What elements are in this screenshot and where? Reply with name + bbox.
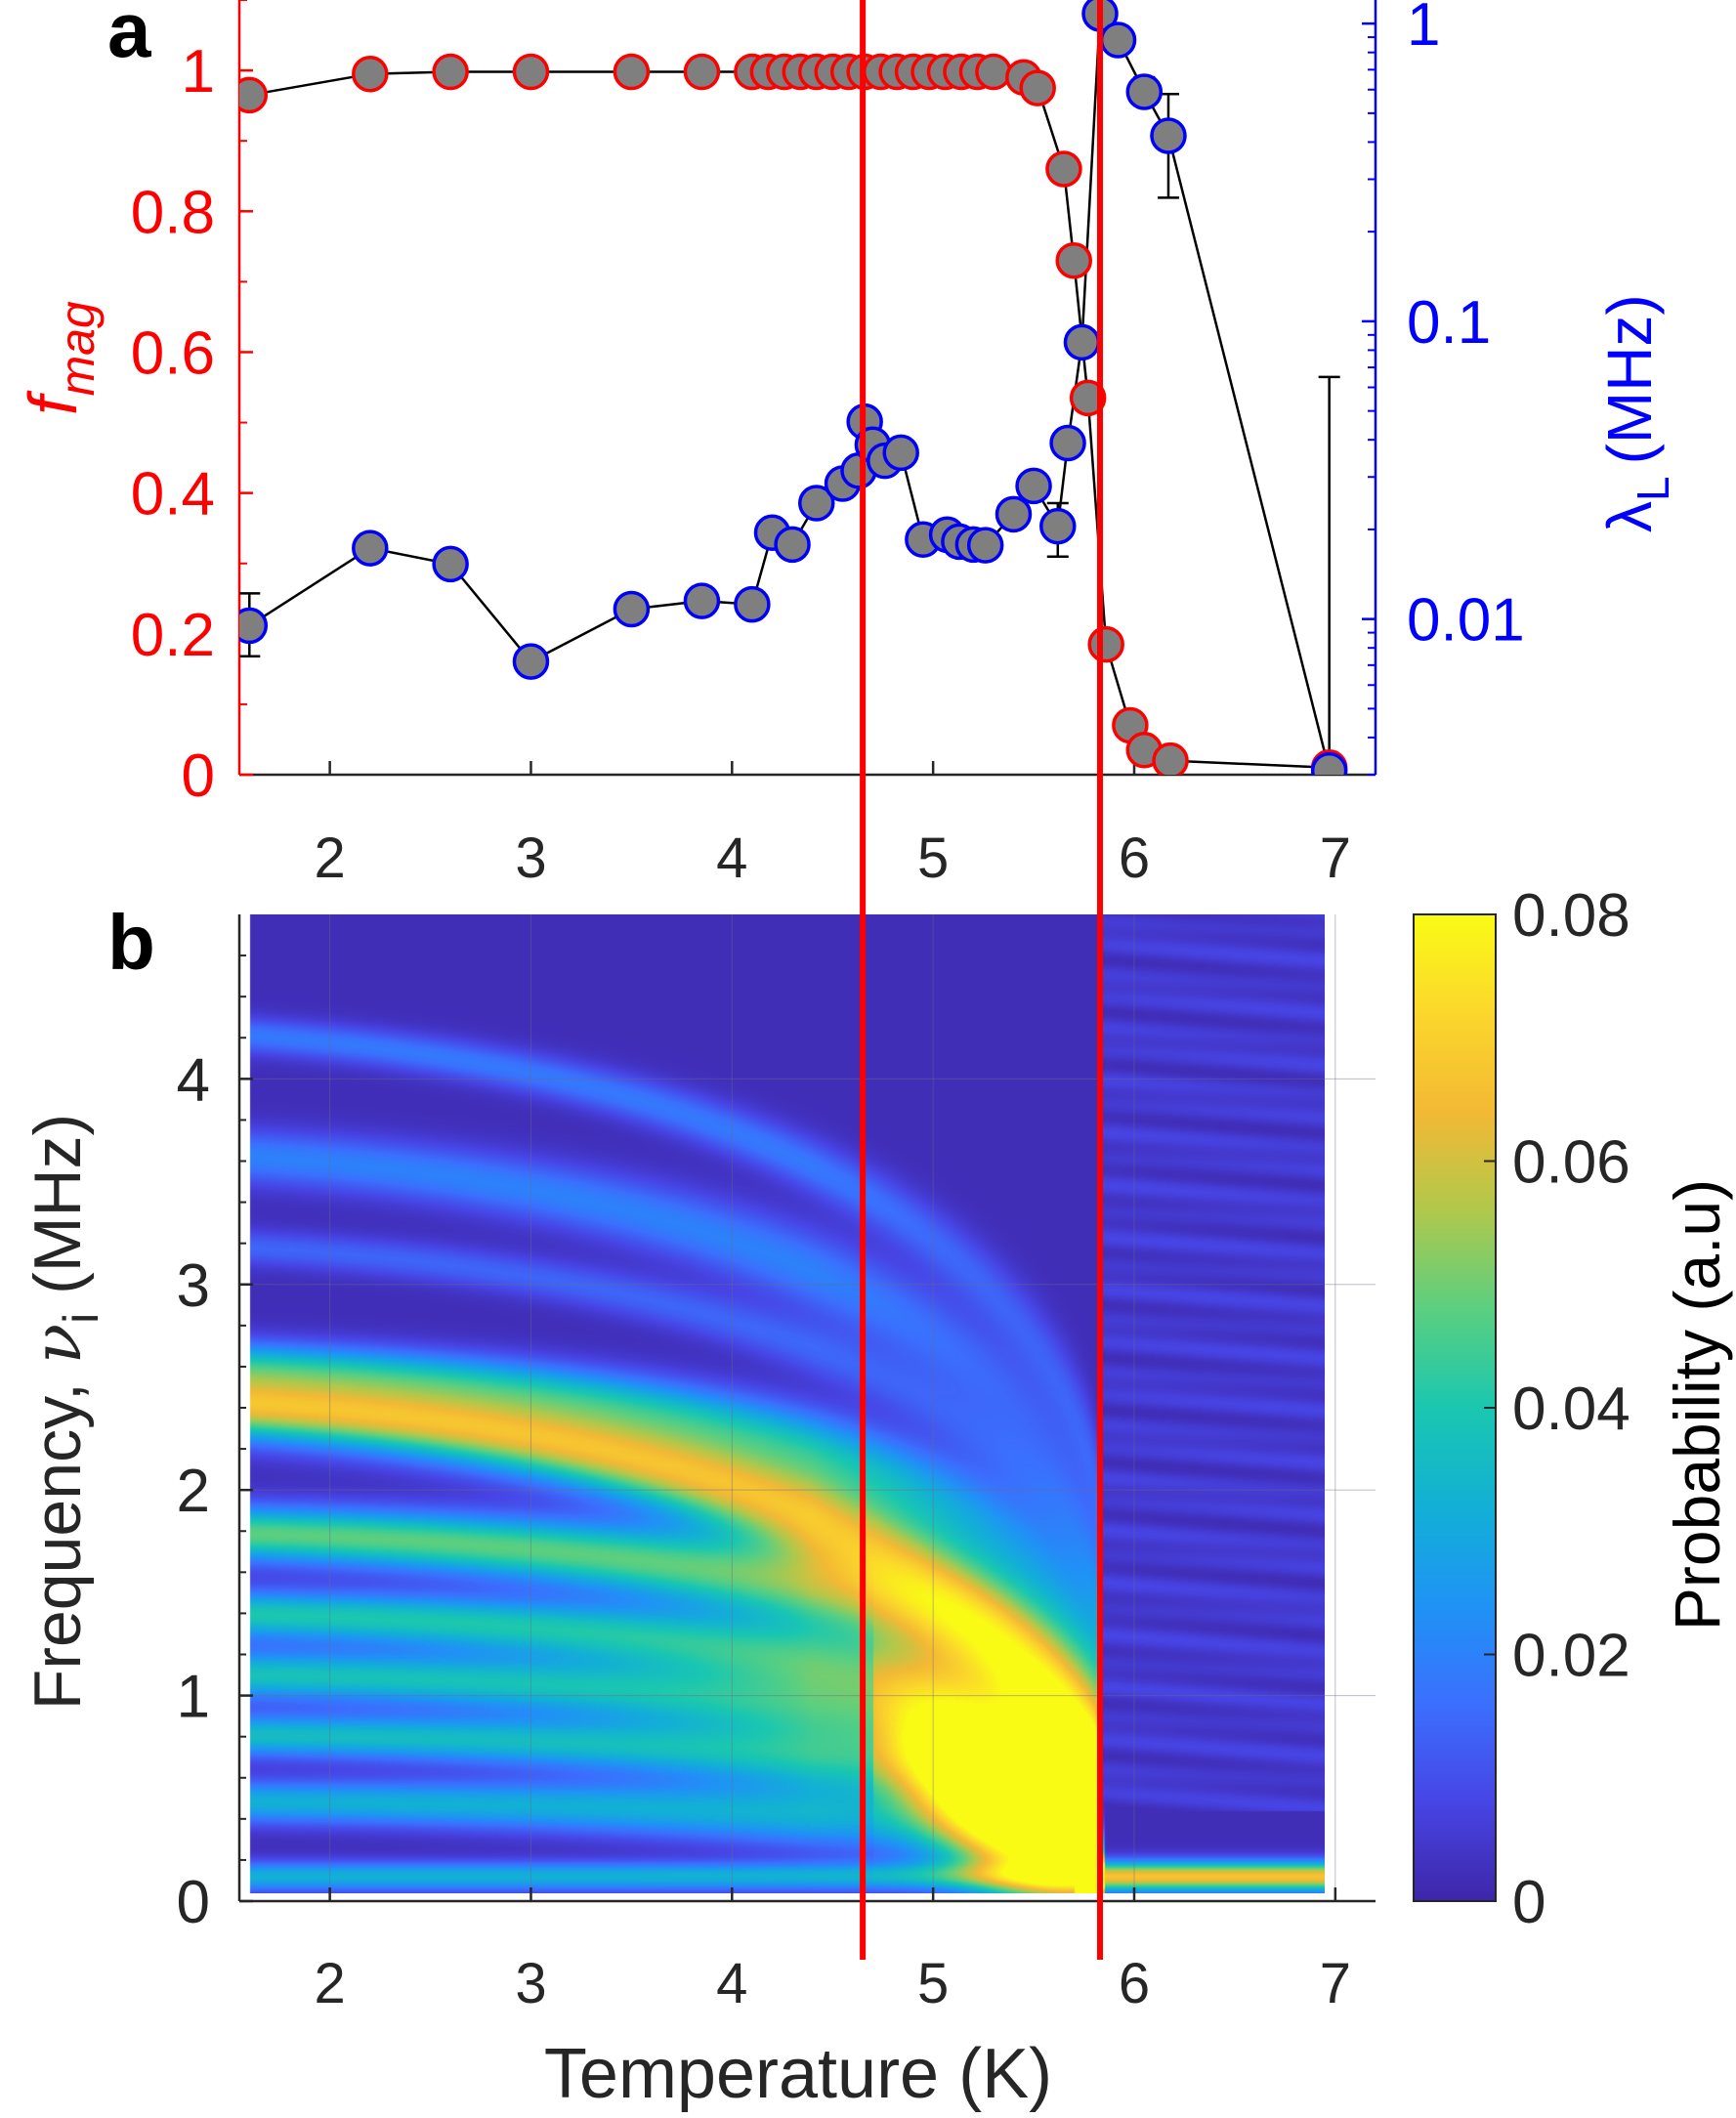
y-axis-title-main: Frequency, xyxy=(21,1364,95,1710)
heatmap-container xyxy=(247,914,1325,1893)
panel-a-right-ticks: 0.01 0.1 1 xyxy=(1362,0,1525,776)
lambda_L-marker xyxy=(1099,21,1137,59)
f_mag-marker xyxy=(1087,625,1124,663)
lambda_L-marker xyxy=(1049,424,1086,462)
lambda_L-marker xyxy=(1125,73,1164,110)
lambda_L-marker xyxy=(1063,323,1101,361)
transition-lines xyxy=(860,0,1103,1960)
colorbar-tick-label: 0.02 xyxy=(1512,1623,1630,1690)
f-mag-axis-label: fmag xyxy=(15,301,105,415)
panel-a-left-ticks: 0 0.2 0.4 0.6 0.8 1 xyxy=(131,0,253,810)
lambda_L-marker xyxy=(352,530,389,567)
f_mag-marker xyxy=(512,53,550,91)
colorbar-tick-label: 0 xyxy=(1512,1869,1545,1936)
panel-b-x-tick-label: 2 xyxy=(314,1952,345,2015)
panel-a-x-tick-label: 4 xyxy=(716,826,747,890)
panel-a-left-tick-label: 0 xyxy=(182,742,215,810)
panel-a-x-tick-label: 5 xyxy=(917,826,949,890)
panel-a-markers xyxy=(239,0,1348,775)
colorbar-ticks: 0 0.02 0.04 0.06 0.08 xyxy=(1484,882,1630,1936)
panel-a-x-tick-label: 7 xyxy=(1320,826,1351,890)
panel-a-left-tick-label: 0.6 xyxy=(131,319,215,387)
f_mag-marker xyxy=(352,55,389,93)
x-axis-title: Temperature (K) xyxy=(544,2035,1052,2113)
lambda-label-main: λ xyxy=(1594,501,1665,532)
lambda_L-marker xyxy=(1310,751,1348,775)
lambda_L-marker xyxy=(774,526,811,564)
f_mag-marker xyxy=(432,53,469,91)
colorbar-label: Probability (a.u) xyxy=(1661,1179,1733,1631)
panel-a-plot-area xyxy=(239,0,1376,775)
lambda-label-sub: L xyxy=(1628,476,1678,501)
f_mag-marker xyxy=(613,53,651,91)
lambda_L-marker xyxy=(882,434,919,472)
lambda_L-marker xyxy=(432,545,469,583)
panel-a-right-tick-label: 1 xyxy=(1407,0,1440,59)
panel-b-grid xyxy=(239,914,1376,1902)
panel-a-right-tick-label: 0.01 xyxy=(1407,587,1525,655)
f_mag-marker xyxy=(1069,379,1107,417)
panel-a-letter: a xyxy=(107,0,151,73)
lambda_L-marker xyxy=(734,585,771,623)
lambda_L-marker xyxy=(613,590,651,628)
f_mag-marker xyxy=(239,76,269,114)
f_mag-marker xyxy=(1045,150,1082,188)
y-axis-title-symbol: ν xyxy=(20,1324,97,1364)
f_mag-marker xyxy=(975,53,1012,91)
lambda_L-marker xyxy=(1150,117,1187,154)
lambda-axis-label: λL (MHz) xyxy=(1594,294,1678,532)
panel-b-y-tick-label: 0 xyxy=(177,1869,210,1936)
lambda_L-marker xyxy=(1015,467,1052,505)
lambda_L-marker xyxy=(1039,507,1077,545)
f_mag-marker xyxy=(1152,741,1189,775)
lambda_L-marker xyxy=(683,582,721,619)
panel-b-y-tick-label: 2 xyxy=(177,1458,210,1525)
f-mag-label-sub: mag xyxy=(50,301,105,396)
panel-a-left-tick-label: 0.4 xyxy=(131,461,215,529)
panel-b: b 2 3 4 5 6 7 0 1 2 3 4 Temperature (K) Frequency… xyxy=(20,882,1733,2113)
panel-b-x-tick-label: 5 xyxy=(917,1952,949,2015)
panel-b-letter: b xyxy=(107,899,155,986)
lambda_L-marker xyxy=(966,527,1004,564)
f_mag-marker xyxy=(1019,69,1056,106)
panel-a-x-tick-label: 2 xyxy=(314,826,345,890)
panel-a-left-tick-label: 0.8 xyxy=(131,179,215,246)
panel-a: a 2 3 4 5 6 7 0 0.2 0.4 0.6 0.8 1 0.01 0.1 1 fmag λL… xyxy=(15,0,1678,890)
panel-a-left-tick-label: 1 xyxy=(182,38,215,106)
f_mag-marker xyxy=(1055,241,1092,279)
panel-b-x-ticks: 2 3 4 5 6 7 xyxy=(314,1887,1351,2015)
panel-b-x-tick-label: 6 xyxy=(1119,1952,1150,2015)
panel-a-left-tick-label: 0.2 xyxy=(131,602,215,669)
colorbar-tick-label: 0.06 xyxy=(1512,1129,1630,1197)
heatmap-canvas xyxy=(247,914,1325,1893)
lambda_L-marker xyxy=(512,643,550,680)
panel-b-x-tick-label: 4 xyxy=(716,1952,747,2015)
lambda_L-marker xyxy=(798,485,835,522)
panel-a-x-tick-label: 3 xyxy=(515,826,546,890)
panel-b-x-tick-label: 3 xyxy=(515,1952,546,2015)
panel-b-x-tick-label: 7 xyxy=(1320,1952,1351,2015)
y-axis-title-unit: (MHz) xyxy=(21,1114,95,1313)
y-axis-title-sub: i xyxy=(54,1313,108,1324)
f_mag-marker xyxy=(683,53,721,91)
panel-b-y-tick-label: 4 xyxy=(177,1046,210,1114)
panel-a-right-tick-label: 0.1 xyxy=(1407,289,1491,357)
colorbar-tick-label: 0.04 xyxy=(1512,1376,1630,1443)
y-axis-title: Frequency, νi (MHz) xyxy=(20,1114,108,1710)
lambda_L-marker xyxy=(995,495,1033,533)
panel-b-y-tick-label: 1 xyxy=(177,1664,210,1731)
panel-a-x-ticks: 2 3 4 5 6 7 xyxy=(314,761,1351,890)
panel-a-x-tick-label: 6 xyxy=(1119,826,1150,890)
colorbar-tick-label: 0.08 xyxy=(1512,882,1630,950)
lambda_L-marker xyxy=(239,607,269,645)
colorbar xyxy=(1413,913,1497,1902)
panel-b-y-tick-label: 3 xyxy=(177,1252,210,1320)
panel-b-y-ticks: 0 1 2 3 4 xyxy=(177,954,253,1936)
lambda-label-unit: (MHz) xyxy=(1594,294,1665,464)
